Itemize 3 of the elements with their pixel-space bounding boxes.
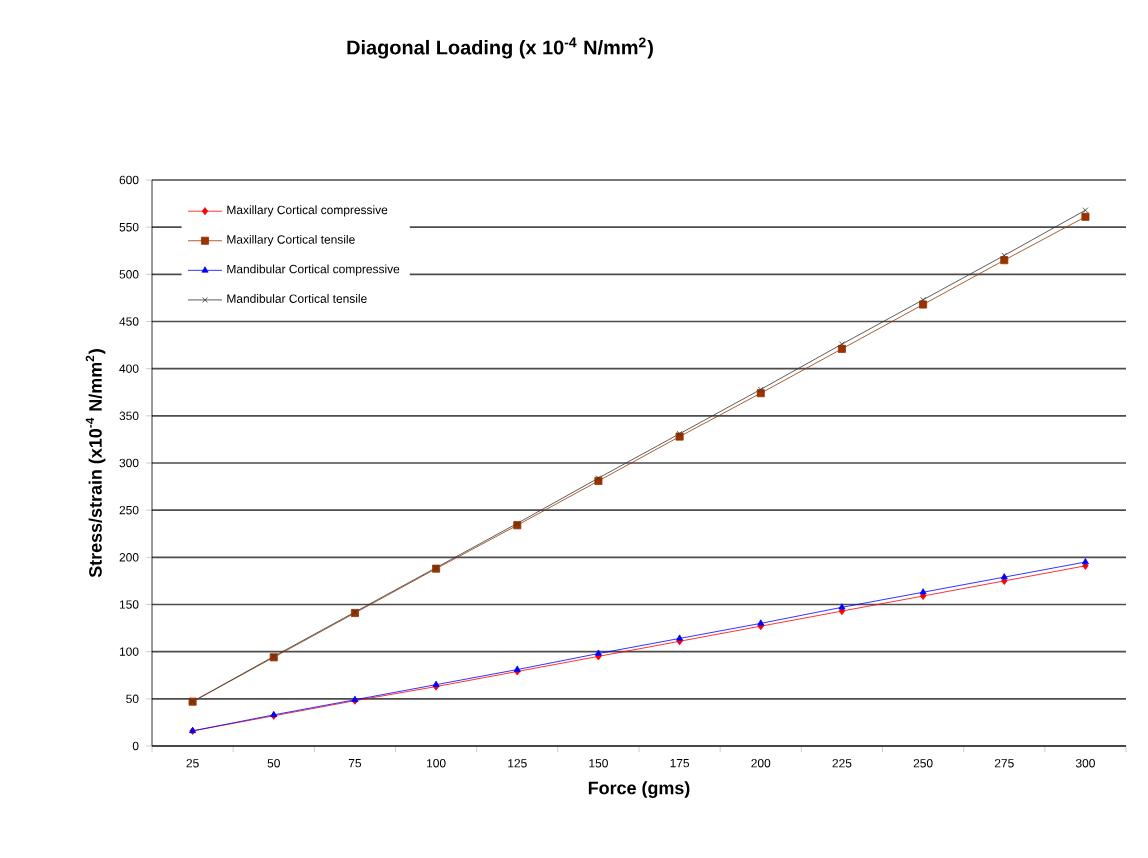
chart-title: Diagonal Loading (x 10$^{-4}$ N/mm$^{2}$): [347, 37, 653, 59]
y-axis-title: Stress/strain (x10$^{-4}$ N/mm$^{2}$): [85, 349, 106, 578]
x-axis-title: Force (gms): [588, 781, 690, 798]
